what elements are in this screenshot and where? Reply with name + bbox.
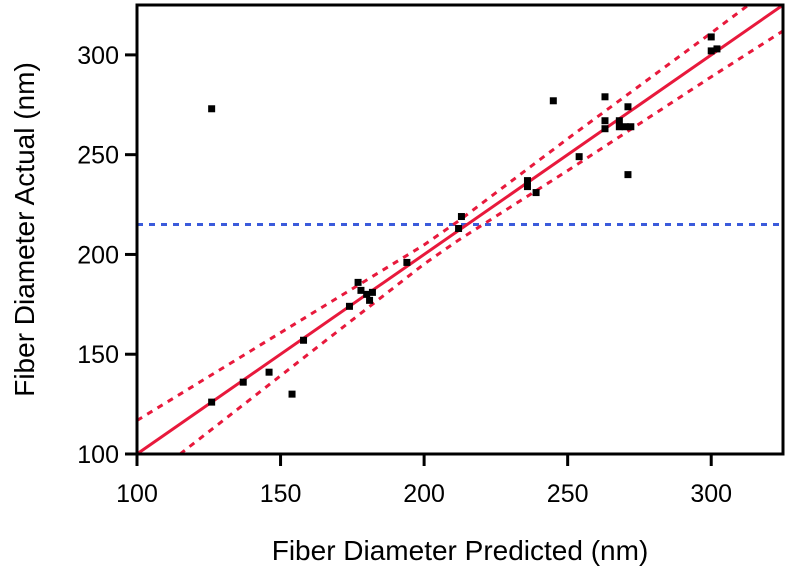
y-axis-title: Fiber Diameter Actual (nm) xyxy=(9,62,40,397)
data-point xyxy=(615,117,623,125)
data-point xyxy=(707,47,715,55)
x-tick-label: 250 xyxy=(547,480,589,508)
data-point xyxy=(239,378,247,386)
data-point xyxy=(713,45,721,53)
data-point xyxy=(265,368,273,376)
data-point xyxy=(624,103,632,111)
data-point xyxy=(366,296,374,304)
data-point xyxy=(208,398,216,406)
data-point xyxy=(707,33,715,41)
data-point xyxy=(457,213,465,221)
x-tick-label: 200 xyxy=(403,480,445,508)
x-tick-label: 300 xyxy=(690,480,732,508)
data-point xyxy=(523,183,531,191)
y-tick-label: 100 xyxy=(77,441,119,469)
y-tick-label: 150 xyxy=(77,341,119,369)
data-point xyxy=(357,286,365,294)
data-point xyxy=(354,278,362,286)
data-point xyxy=(601,117,609,125)
plot-content xyxy=(137,5,783,454)
data-point xyxy=(624,171,632,179)
x-axis-ticks: 100 150 200 250 300 xyxy=(116,454,732,508)
data-point xyxy=(208,105,216,113)
data-point xyxy=(549,97,557,105)
data-point xyxy=(345,302,353,310)
x-axis-title: Fiber Diameter Predicted (nm) xyxy=(272,535,649,566)
data-point xyxy=(523,177,531,185)
plot-frame xyxy=(135,3,785,456)
data-point xyxy=(300,336,308,344)
data-point xyxy=(288,390,296,398)
data-point xyxy=(403,258,411,266)
y-axis-ticks: 100 150 200 250 300 xyxy=(77,42,137,469)
data-point xyxy=(601,125,609,133)
data-point xyxy=(532,189,540,197)
data-point xyxy=(601,93,609,101)
data-point xyxy=(575,153,583,161)
data-point xyxy=(368,288,376,296)
confidence-band-upper xyxy=(137,5,751,422)
y-tick-label: 250 xyxy=(77,142,119,170)
data-point xyxy=(363,290,371,298)
confidence-band-lower xyxy=(179,29,783,454)
y-tick-label: 300 xyxy=(77,42,119,70)
data-point xyxy=(627,123,635,131)
data-points xyxy=(208,33,721,406)
data-point xyxy=(621,123,629,131)
x-tick-label: 100 xyxy=(116,480,158,508)
data-point xyxy=(615,123,623,131)
y-tick-label: 200 xyxy=(77,241,119,269)
data-point xyxy=(455,225,463,233)
x-tick-label: 150 xyxy=(260,480,302,508)
